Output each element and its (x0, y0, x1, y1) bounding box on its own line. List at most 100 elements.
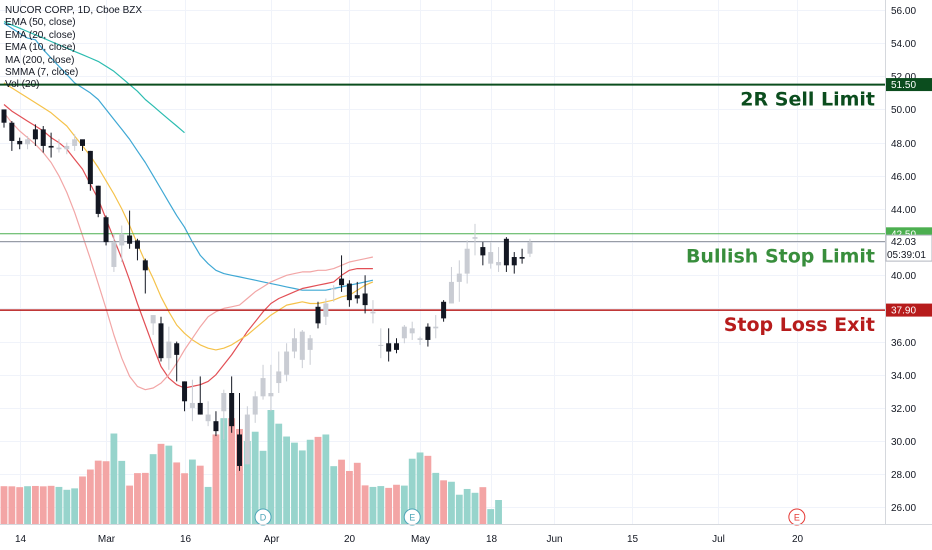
volume-bar (338, 459, 345, 524)
volume-bar (126, 485, 133, 524)
price-badge-label-0: 51.50 (891, 80, 916, 91)
candle-body (386, 343, 392, 352)
ma-line-2 (3, 82, 374, 351)
volume-bar (314, 436, 322, 524)
volume-bar (353, 462, 361, 524)
ma-line-4 (3, 21, 185, 134)
candle-body (119, 233, 125, 246)
volume-bar (134, 473, 141, 524)
y-tick-label: 34.00 (891, 371, 916, 382)
volume-bar (63, 489, 71, 524)
countdown-label: 05:39:01 (887, 250, 926, 261)
volume-bar (79, 476, 86, 524)
candle-body (142, 260, 148, 271)
volume-bar (47, 485, 55, 524)
candle-body (229, 393, 235, 427)
y-tick-label: 46.00 (891, 172, 916, 183)
price-badge-label-2: 42.03 (891, 237, 916, 248)
y-tick-label: 36.00 (891, 338, 916, 349)
chart-legend: NUCOR CORP, 1D, Cboe BZX EMA (50, close)… (5, 5, 142, 92)
candle-body (103, 217, 109, 243)
level-label-2: Bullish Stop Limit (686, 246, 875, 268)
candle-body (401, 326, 407, 339)
candle-body (284, 351, 290, 375)
y-tick-label: 30.00 (891, 437, 916, 448)
volume-bar (291, 442, 298, 524)
event-marker-label: E (409, 513, 415, 523)
volume-bar (102, 461, 110, 524)
ma-line-3 (3, 112, 374, 391)
candle-body (221, 393, 227, 412)
candle-body (150, 315, 156, 324)
candle-body (189, 402, 195, 408)
candle-body (488, 252, 494, 264)
candle-body (158, 323, 164, 359)
volume-bar (455, 494, 463, 524)
candlesticks (1, 109, 533, 471)
candle-body (291, 338, 297, 352)
volume-bar (204, 486, 212, 524)
candle-body (260, 378, 266, 397)
volume-bar (400, 485, 408, 524)
candle-body (252, 396, 258, 415)
volume-bars (0, 410, 502, 524)
volume-bar (71, 488, 79, 524)
volume-bar (495, 500, 502, 524)
candle-body (182, 381, 188, 402)
candle-body (237, 434, 242, 466)
volume-bar (275, 423, 283, 524)
x-tick-label: 18 (486, 534, 498, 545)
volume-bar (298, 450, 306, 524)
candle-body (244, 414, 250, 465)
legend-symbol: NUCOR CORP, 1D, Cboe BZX (5, 5, 143, 16)
volume-bar (440, 480, 447, 524)
volume-bar (165, 445, 173, 524)
legend-study-ema20[interactable]: EMA (20, close) (5, 29, 76, 41)
y-tick-label: 32.00 (891, 404, 916, 415)
volume-bar (416, 452, 424, 524)
volume-bar (267, 410, 275, 524)
volume-bar (110, 433, 118, 524)
candle-body (9, 122, 15, 141)
legend-study-ema10[interactable]: EMA (10, close) (5, 42, 76, 54)
legend-study-ma200[interactable]: MA (200, close) (5, 54, 75, 66)
candle-body (40, 129, 46, 146)
volume-bar (346, 470, 353, 524)
y-tick-label: 26.00 (891, 503, 916, 514)
volume-bar (86, 469, 94, 524)
price-badge-3 (886, 303, 932, 317)
legend-study-smma7[interactable]: SMMA (7, close) (5, 67, 79, 79)
y-tick-label: 40.00 (891, 271, 916, 282)
volume-bar (55, 486, 63, 524)
volume-bar (24, 486, 31, 524)
price-badge-2 (885, 234, 932, 262)
candle-body (346, 283, 352, 301)
legend-study-ema50[interactable]: EMA (50, close) (5, 17, 76, 29)
volume-bar (141, 472, 149, 524)
volume-bar (220, 418, 228, 524)
candle-body (307, 338, 313, 350)
y-tick-label: 28.00 (891, 470, 916, 481)
legend-study-volume[interactable]: Vol (20) (5, 79, 40, 91)
x-tick-label: Jun (546, 534, 562, 545)
volume-bar (393, 484, 400, 524)
volume-bar (8, 486, 16, 524)
candle-body (166, 341, 172, 359)
event-marker-label: E (794, 513, 800, 523)
volume-bar (236, 428, 243, 524)
candle-body (213, 421, 219, 432)
volume-bar (251, 431, 259, 524)
y-tick-label: 54.00 (891, 39, 916, 50)
candle-body (441, 301, 447, 319)
candle-body (276, 371, 282, 384)
candle-body (72, 139, 78, 146)
volume-bar (149, 454, 157, 524)
candle-body (496, 262, 502, 266)
candle-body (1, 109, 7, 123)
level-label-3: Stop Loss Exit (724, 314, 875, 336)
volume-bar (189, 459, 196, 524)
candle-body (17, 140, 23, 145)
candle-body (472, 237, 478, 239)
volume-bar (408, 458, 416, 524)
